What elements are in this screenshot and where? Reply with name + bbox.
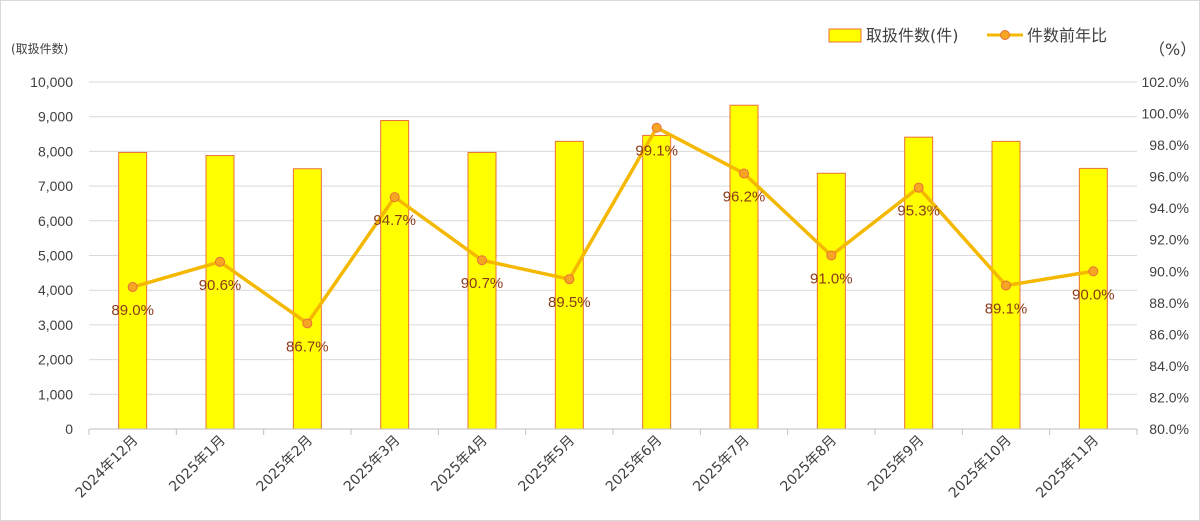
left-axis-tick-label: 6,000 bbox=[38, 213, 73, 229]
legend-line-label: 件数前年比 bbox=[1027, 26, 1107, 45]
right-axis-tick-label: 86.0% bbox=[1149, 326, 1189, 342]
series-line bbox=[132, 125, 1094, 326]
left-axis-unit-label: (取扱件数) bbox=[11, 41, 68, 56]
left-axis-tick-label: 5,000 bbox=[38, 248, 73, 264]
x-axis-tick-marks bbox=[88, 429, 1138, 435]
bar bbox=[1078, 167, 1108, 430]
right-axis-tick-label: 80.0% bbox=[1149, 421, 1189, 437]
x-category-label: 2025年10月 bbox=[946, 433, 1015, 502]
line-point bbox=[389, 192, 400, 203]
line-point bbox=[477, 255, 487, 266]
data-label: 86.7% bbox=[286, 338, 329, 355]
right-axis-tick-label: 102.0% bbox=[1142, 74, 1189, 90]
x-category-label: 2025年5月 bbox=[516, 433, 579, 496]
left-axis-tick-label: 1,000 bbox=[38, 386, 73, 402]
legend-bar-label: 取扱件数(件) bbox=[866, 26, 959, 45]
x-category-label: 2025年9月 bbox=[865, 433, 928, 496]
left-axis-tick-label: 4,000 bbox=[38, 282, 73, 298]
bar-series bbox=[118, 104, 1108, 430]
right-axis-tick-label: 100.0% bbox=[1142, 106, 1189, 122]
x-category-label: 2025年4月 bbox=[428, 433, 491, 496]
right-axis-tick-label: 82.0% bbox=[1149, 389, 1189, 405]
left-axis-tick-label: 9,000 bbox=[38, 109, 73, 125]
line-point bbox=[1001, 280, 1011, 291]
line-point bbox=[651, 122, 662, 133]
x-axis-category-labels: 2024年12月 2025年1月 2025年2月 2025年3月 2025年4月 2025… bbox=[73, 433, 1103, 502]
data-label: 90.6% bbox=[199, 277, 242, 294]
right-axis-tick-label: 88.0% bbox=[1149, 295, 1189, 311]
line-point bbox=[564, 274, 575, 285]
data-label: 91.0% bbox=[810, 271, 853, 288]
line-point bbox=[826, 250, 837, 261]
bar bbox=[554, 140, 584, 430]
x-category-label: 2024年12月 bbox=[73, 433, 142, 502]
bar bbox=[292, 168, 322, 430]
line-point bbox=[1088, 266, 1099, 277]
right-axis-tick-label: 92.0% bbox=[1149, 232, 1189, 248]
bar bbox=[642, 134, 672, 430]
line-point bbox=[739, 168, 749, 179]
line-point bbox=[913, 182, 924, 193]
right-axis-ticks: 80.0% 82.0% 84.0% 86.0% 88.0% 90.0% 92.0% 94.0%… bbox=[1142, 74, 1189, 437]
bar bbox=[904, 136, 934, 430]
right-axis-tick-label: 96.0% bbox=[1149, 169, 1189, 185]
line-data-labels: 89.0% 90.6% 86.7% 94.7% 90.7% 89.5% 99.1% 96.2%… bbox=[111, 143, 1114, 356]
line-point bbox=[215, 256, 225, 267]
x-category-label: 2025年8月 bbox=[778, 433, 841, 496]
line-series bbox=[127, 122, 1099, 329]
data-label: 96.2% bbox=[723, 188, 766, 205]
data-label: 89.0% bbox=[111, 302, 154, 319]
line-point bbox=[127, 282, 138, 293]
line-point bbox=[302, 318, 313, 329]
x-category-label: 2025年11月 bbox=[1033, 433, 1102, 502]
legend: 取扱件数(件) 件数前年比 bbox=[828, 26, 1107, 45]
bar bbox=[205, 155, 235, 430]
right-axis-tick-label: 84.0% bbox=[1149, 358, 1189, 374]
left-axis-tick-label: 0 bbox=[65, 421, 73, 437]
bar bbox=[729, 104, 759, 430]
bar bbox=[380, 120, 410, 430]
left-axis-tick-label: 3,000 bbox=[38, 317, 73, 333]
x-category-label: 2025年2月 bbox=[254, 433, 317, 496]
data-label: 89.5% bbox=[548, 294, 591, 311]
right-axis-tick-label: 90.0% bbox=[1149, 263, 1189, 279]
x-category-label: 2025年6月 bbox=[603, 433, 666, 496]
x-category-label: 2025年3月 bbox=[341, 433, 404, 496]
data-label: 99.1% bbox=[635, 143, 678, 160]
data-label: 89.1% bbox=[985, 300, 1028, 317]
x-category-label: 2025年7月 bbox=[690, 433, 753, 496]
bar bbox=[816, 172, 846, 430]
data-label: 90.0% bbox=[1072, 286, 1115, 303]
gridlines bbox=[89, 81, 1137, 395]
legend-bar-swatch bbox=[828, 28, 862, 43]
left-axis-tick-label: 2,000 bbox=[38, 352, 73, 368]
left-axis-tick-label: 8,000 bbox=[38, 143, 73, 159]
right-axis-tick-label: 98.0% bbox=[1149, 137, 1189, 153]
right-axis-unit-label: （%） bbox=[1149, 40, 1196, 59]
legend-line-marker bbox=[1000, 30, 1010, 40]
data-label: 95.3% bbox=[897, 203, 940, 220]
data-label: 90.7% bbox=[461, 275, 504, 292]
left-axis-ticks: 0 1,000 2,000 3,000 4,000 5,000 6,000 7,000 8,00… bbox=[30, 74, 73, 437]
x-category-label: 2025年1月 bbox=[166, 433, 229, 496]
data-label: 94.7% bbox=[373, 212, 416, 229]
right-axis-tick-label: 94.0% bbox=[1149, 200, 1189, 216]
left-axis-tick-label: 7,000 bbox=[38, 178, 73, 194]
left-axis-tick-label: 10,000 bbox=[30, 74, 73, 90]
